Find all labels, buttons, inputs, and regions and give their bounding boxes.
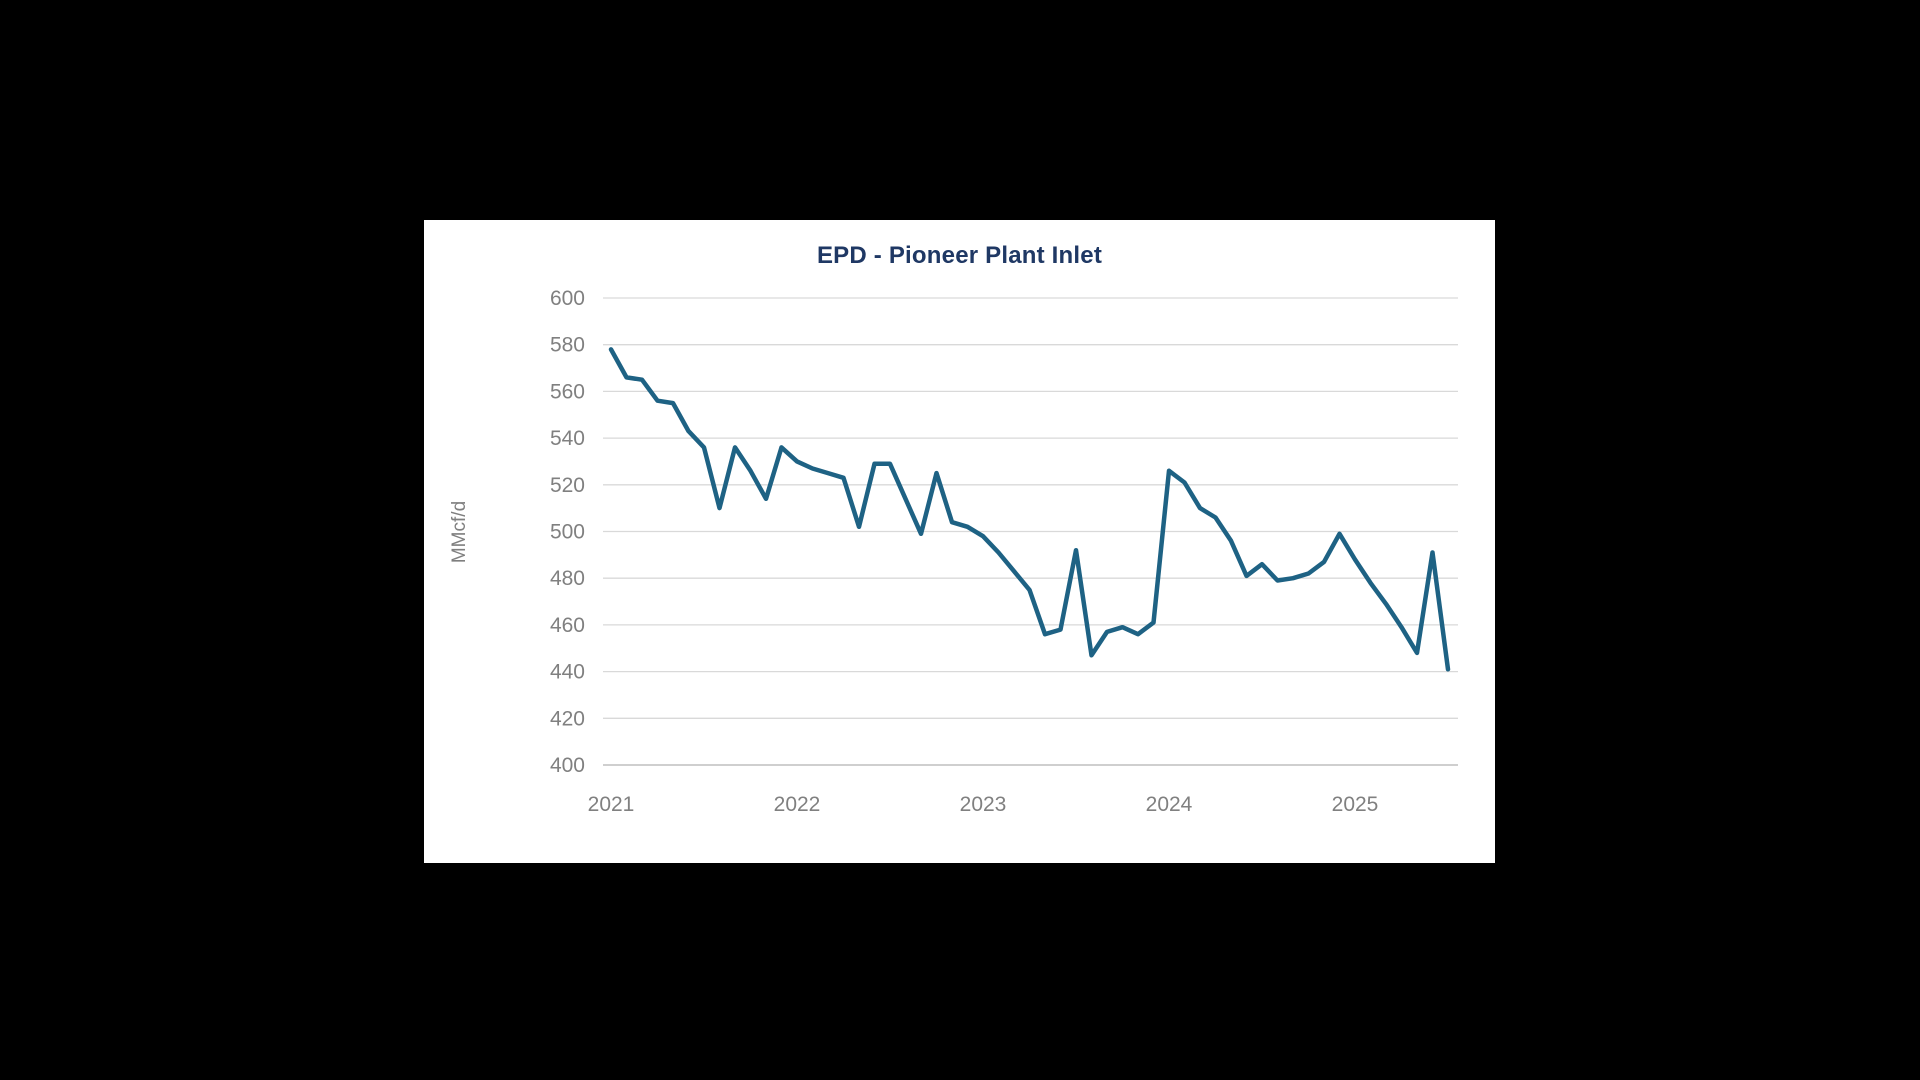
y-tick-label: 440 — [550, 661, 585, 684]
x-tick-label: 2023 — [960, 793, 1007, 816]
x-tick-label: 2025 — [1332, 793, 1379, 816]
y-tick-label: 420 — [550, 707, 585, 730]
y-axis-title: MMcf/d — [449, 501, 470, 563]
y-tick-label: 600 — [550, 287, 585, 310]
y-tick-label: 540 — [550, 427, 585, 450]
y-tick-label: 580 — [550, 334, 585, 357]
y-tick-label: 500 — [550, 521, 585, 544]
chart-panel: EPD - Pioneer Plant Inlet 400 420 440 460 48… — [424, 220, 1495, 863]
y-tick-label: 560 — [550, 380, 585, 403]
y-tick-label: 480 — [550, 567, 585, 590]
x-tick-label: 2022 — [774, 793, 821, 816]
chart-title: EPD - Pioneer Plant Inlet — [816, 242, 1103, 269]
data-line-series — [608, 347, 1451, 672]
y-tick-label: 400 — [550, 754, 585, 777]
line-chart: 400 420 440 460 480 500 520 540 560 580 600 2021 202… — [449, 287, 1458, 816]
y-tick-label: 460 — [550, 614, 585, 637]
x-tick-label: 2024 — [1146, 793, 1193, 816]
x-tick-label: 2021 — [588, 793, 635, 816]
y-tick-label: 520 — [550, 474, 585, 497]
